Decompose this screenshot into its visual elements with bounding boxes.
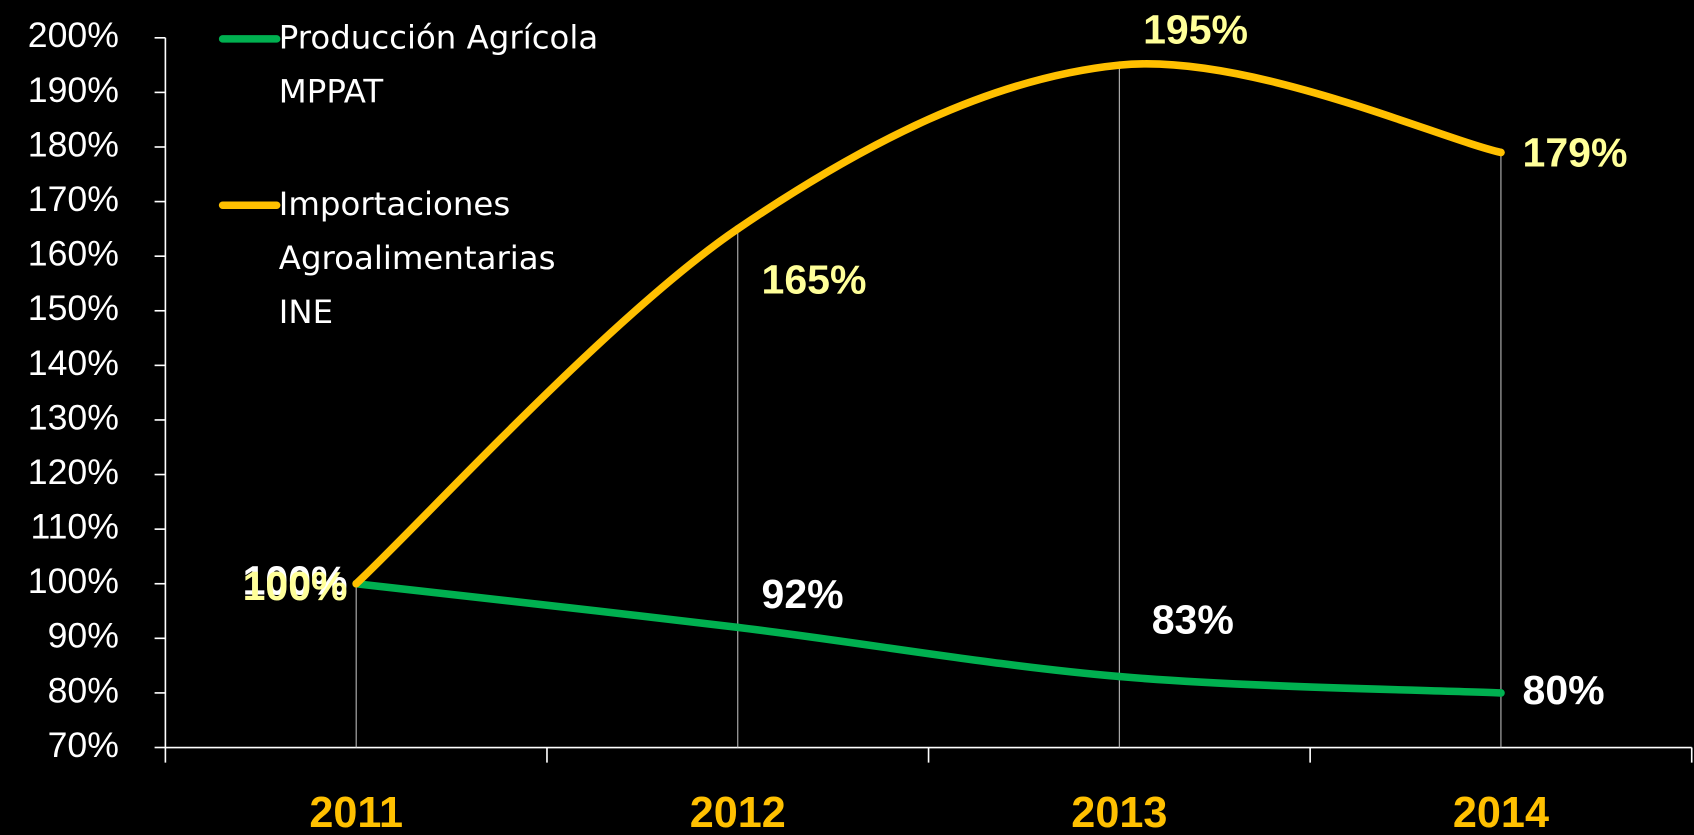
data-label: 92% [762, 571, 844, 617]
point [1115, 672, 1124, 681]
legend-item: Importaciones Agroalimentarias INE [278, 185, 556, 332]
x-tick-label: 2011 [309, 789, 403, 835]
y-tick-label: 80% [48, 670, 119, 710]
point [1497, 148, 1505, 157]
point [733, 225, 742, 233]
y-tick-label: 150% [28, 288, 119, 328]
y-tick-label: 90% [48, 616, 119, 656]
point [352, 579, 360, 588]
data-label: 83% [1152, 596, 1234, 642]
y-tick-label: 120% [28, 452, 119, 492]
series-line [352, 60, 1505, 588]
data-label: 195% [1143, 7, 1248, 53]
y-tick-label: 100% [28, 561, 119, 601]
y-tick-label: 70% [48, 725, 119, 765]
data-label: 80% [1523, 667, 1605, 713]
legend-label: Producción Agrícola MPPAT [278, 19, 599, 112]
data-label: 100% [243, 558, 348, 604]
data-label: 179% [1523, 130, 1628, 176]
y-tick-label: 110% [30, 507, 118, 547]
y-tick-label: 200% [28, 15, 119, 55]
x-tick-label: 2014 [1453, 789, 1549, 835]
legend-item: Producción Agrícola MPPAT [278, 19, 599, 112]
point [1497, 689, 1505, 697]
y-tick-label: 160% [28, 234, 119, 274]
y-tick-label: 180% [28, 124, 119, 164]
series-line [352, 579, 1505, 697]
y-tick-label: 130% [28, 397, 119, 437]
data-label: 100% [243, 563, 348, 609]
point [733, 623, 742, 632]
data-label: 165% [762, 257, 867, 303]
legend-label: Importaciones Agroalimentarias INE [278, 185, 556, 332]
y-tick-label: 190% [28, 70, 119, 110]
y-tick-label: 140% [28, 343, 119, 383]
y-tick-label: 170% [28, 179, 119, 219]
x-tick-label: 2013 [1071, 789, 1167, 835]
x-tick-label: 2012 [690, 789, 786, 835]
point [1115, 61, 1124, 69]
